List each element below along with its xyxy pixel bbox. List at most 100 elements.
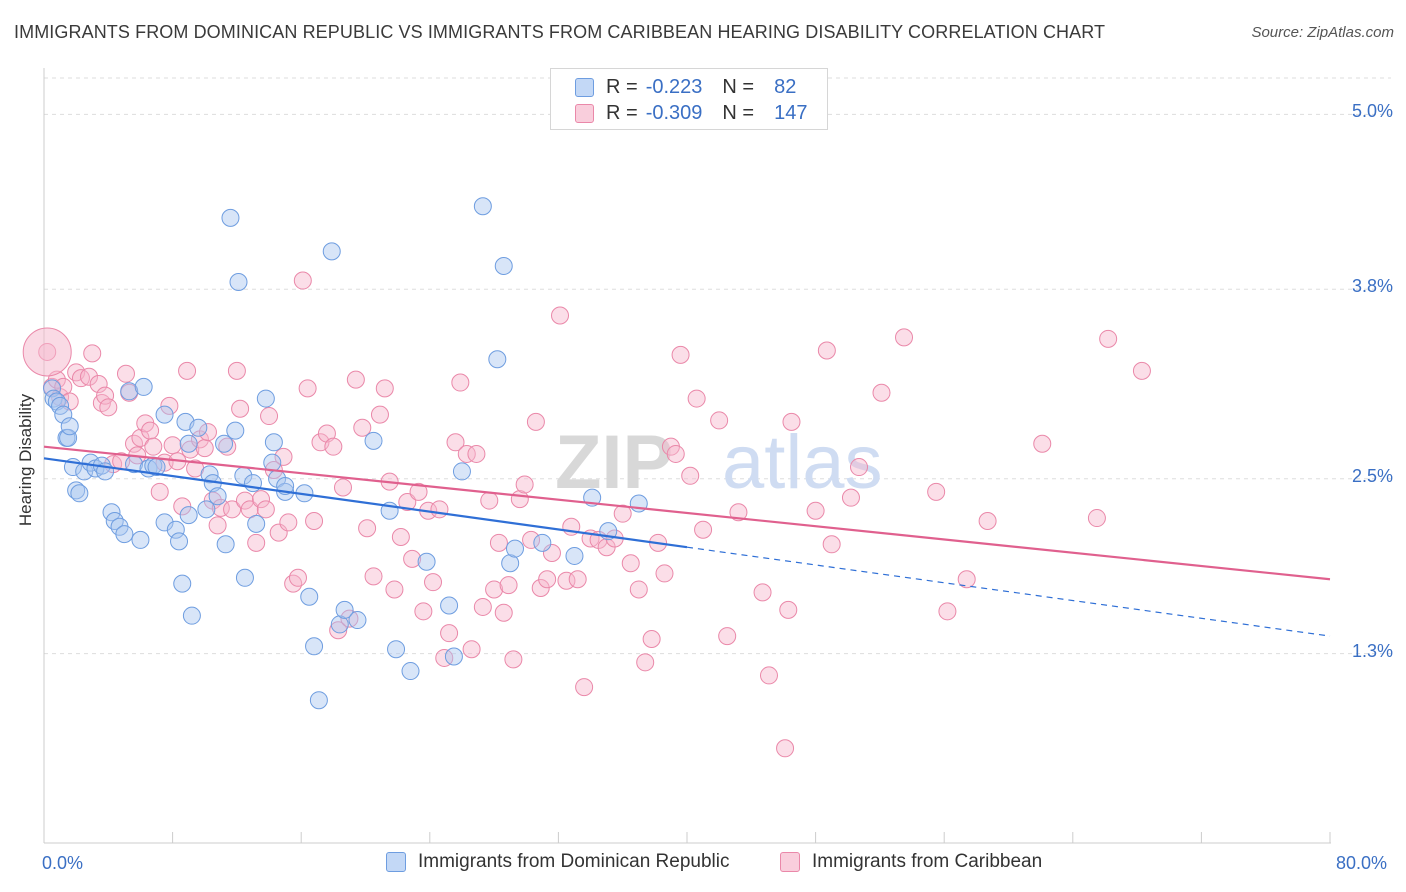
data-point (387, 640, 406, 659)
x-tick-min: 0.0% (42, 853, 84, 873)
data-point (385, 580, 404, 599)
stats-row-caribbean: R = -0.309 N = 147 (575, 101, 807, 125)
legend-item-dominican[interactable]: Immigrants from Dominican Republic (386, 851, 730, 873)
chart-title: IMMIGRANTS FROM DOMINICAN REPUBLIC VS IM… (14, 22, 1106, 42)
data-point (473, 597, 492, 616)
data-point (446, 433, 465, 452)
data-point (99, 398, 118, 417)
data-point (499, 576, 518, 595)
data-point (195, 439, 214, 458)
data-point (353, 418, 372, 437)
data-point (178, 361, 197, 380)
data-point (501, 554, 520, 573)
data-point (216, 535, 235, 554)
data-point (163, 436, 182, 455)
data-point (215, 434, 234, 453)
data-point (305, 511, 324, 530)
data-point (681, 466, 700, 485)
series-legend: Immigrants from Dominican Republic Immig… (0, 851, 1406, 877)
source-label: Source: ZipAtlas.com (1251, 24, 1394, 41)
data-point (391, 528, 410, 546)
data-point (1087, 509, 1106, 528)
data-point (895, 328, 914, 347)
legend-label-caribbean: Immigrants from Caribbean (812, 851, 1043, 872)
data-point (115, 525, 134, 544)
stats-row-dominican: R = -0.223 N = 82 (575, 75, 796, 99)
data-point (54, 405, 73, 424)
data-point (70, 484, 89, 503)
data-point (409, 482, 428, 501)
y-tick-label: 5.0% (1351, 101, 1393, 122)
r-value: -0.309 (645, 101, 703, 124)
data-point (759, 666, 778, 685)
data-point (80, 367, 99, 386)
data-point (629, 580, 648, 599)
data-point (522, 530, 541, 549)
data-point (247, 533, 266, 552)
n-value: 147 (774, 101, 808, 124)
legend-swatch-blue (575, 77, 594, 97)
data-point (67, 481, 86, 500)
grid-layer (44, 77, 1391, 655)
data-point (694, 520, 713, 539)
data-point (938, 602, 957, 621)
data-point (822, 535, 841, 554)
data-point (335, 600, 354, 619)
data-point (179, 506, 198, 525)
data-point (155, 513, 174, 532)
data-point (131, 530, 150, 549)
data-point-large (22, 327, 72, 377)
data-point (322, 242, 341, 261)
data-point (485, 580, 504, 599)
data-point (274, 447, 293, 466)
legend-item-caribbean[interactable]: Immigrants from Caribbean (780, 851, 1042, 873)
data-point (927, 482, 946, 501)
data-point (480, 491, 499, 510)
data-point (444, 647, 463, 666)
data-point (208, 487, 227, 506)
data-point (526, 412, 545, 431)
data-point (451, 373, 470, 392)
data-point (189, 418, 208, 437)
data-point (279, 513, 298, 532)
data-point (1033, 434, 1052, 453)
data-point (515, 475, 534, 494)
data-point (403, 549, 422, 568)
data-point (89, 375, 108, 393)
data-point (473, 197, 492, 216)
data-point (83, 344, 102, 363)
data-point (198, 423, 217, 442)
data-point (655, 564, 674, 583)
data-point (329, 621, 348, 640)
data-point (284, 574, 303, 593)
data-point (116, 364, 135, 383)
data-point (105, 511, 124, 530)
data-point (430, 500, 449, 519)
data-point (260, 407, 279, 426)
points-caribbean (22, 271, 1151, 758)
data-point (440, 596, 459, 615)
data-point (226, 421, 245, 440)
data-point (806, 501, 825, 520)
data-point (504, 650, 523, 669)
data-point (642, 630, 661, 648)
data-point (666, 444, 685, 463)
data-point (957, 570, 976, 589)
data-point (729, 503, 748, 522)
data-point (462, 640, 481, 659)
data-point (776, 739, 795, 758)
data-point (144, 437, 163, 456)
data-point (872, 383, 891, 402)
data-point (227, 361, 246, 380)
data-point (533, 533, 552, 552)
data-point (718, 627, 737, 646)
data-point (557, 571, 576, 590)
legend-label-dominican: Immigrants from Dominican Republic (418, 851, 730, 872)
data-point (435, 648, 454, 667)
data-point (364, 431, 383, 450)
data-point (211, 498, 230, 517)
data-point (440, 624, 459, 643)
data-point (264, 433, 283, 452)
watermark-zip: ZIP (555, 420, 673, 505)
data-point (317, 424, 336, 443)
